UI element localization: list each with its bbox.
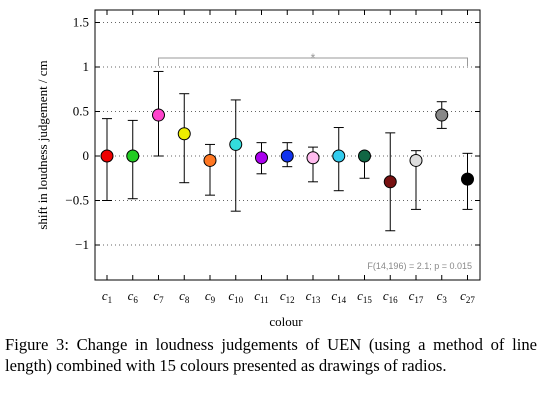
- y-tick-label: −1: [75, 237, 89, 252]
- mean-point: [358, 149, 371, 163]
- x-tick-label: c11: [254, 288, 268, 305]
- mean-point: [435, 108, 449, 122]
- mean-point: [383, 175, 397, 189]
- x-tick-label: c15: [357, 288, 372, 305]
- significance-mark: *: [311, 51, 316, 65]
- mean-point: [255, 151, 268, 165]
- y-tick-label: 0.5: [73, 104, 89, 119]
- x-tick-label: c27: [460, 288, 475, 305]
- x-tick-label: c10: [228, 288, 243, 305]
- mean-point: [306, 151, 320, 165]
- x-tick-label: c6: [128, 288, 139, 305]
- x-tick-label: c3: [437, 288, 448, 305]
- x-tick-label: c17: [409, 288, 424, 305]
- x-tick-label: c7: [153, 288, 164, 305]
- mean-point: [461, 172, 474, 186]
- y-tick-label: 0: [83, 148, 90, 163]
- grid-lines: [95, 22, 480, 246]
- mean-point: [100, 149, 114, 163]
- y-tick-label: 1.5: [73, 15, 89, 30]
- mean-point: [332, 149, 346, 163]
- mean-point: [280, 149, 294, 163]
- mean-point: [409, 153, 423, 167]
- mean-point: [152, 108, 165, 122]
- mean-point: [229, 137, 243, 151]
- mean-points: [100, 108, 474, 189]
- x-tick-label: c12: [280, 288, 295, 305]
- mean-point: [203, 153, 217, 167]
- mean-point: [126, 149, 140, 163]
- x-tick-label: c16: [383, 288, 398, 305]
- x-tick-label: c1: [102, 288, 112, 305]
- x-tick-label: c8: [179, 288, 190, 305]
- y-tick-label: 1: [83, 59, 90, 74]
- y-axis-title: shift in loudness judgement / cm: [35, 60, 50, 229]
- figure-caption: Figure 3: Change in loudness judgements …: [5, 335, 537, 375]
- significance-line: [158, 57, 468, 66]
- x-tick-label: c13: [306, 288, 321, 305]
- statistic-annotation: F(14,196) = 2.1; p = 0.015: [367, 261, 472, 271]
- x-axis-ticks: c1 c6 c7 c8 c9 c10 c11 c12 c13 c14 c15 c16 c17 c3 c27: [102, 10, 475, 305]
- x-tick-label: c9: [205, 288, 216, 305]
- chart: 1.510.50−0.5−1 * c1 c6 c7 c8 c9 c10 c11 c12 c13 c…: [35, 9, 481, 329]
- mean-point: [177, 127, 191, 141]
- y-tick-label: −0.5: [65, 193, 89, 208]
- significance-bracket: *: [158, 51, 468, 66]
- y-axis-ticks: 1.5 1 0.5 0 −0.5 −1: [65, 15, 480, 252]
- x-axis-title: colour: [269, 314, 303, 329]
- x-tick-label: c14: [331, 288, 346, 305]
